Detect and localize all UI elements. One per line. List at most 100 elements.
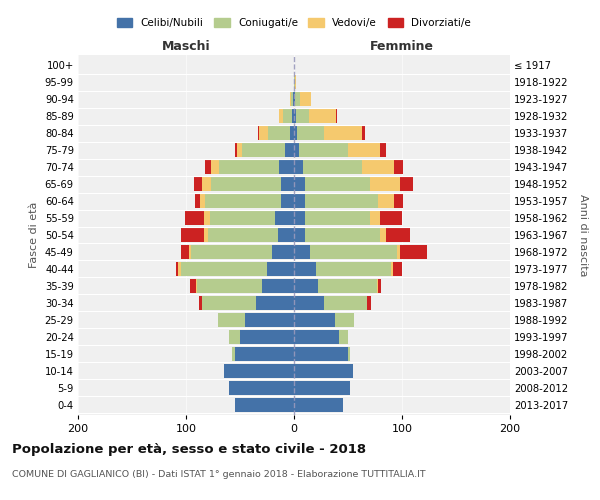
Bar (286, 143, 294, 157)
Bar (202, 296, 256, 310)
Bar (202, 177, 211, 191)
Bar (294, 109, 296, 123)
Bar (196, 279, 197, 293)
Bar (294, 126, 297, 140)
Bar (348, 143, 380, 157)
Bar (397, 245, 400, 259)
Bar (197, 279, 262, 293)
Bar (267, 262, 294, 276)
Bar (294, 194, 305, 208)
Bar (294, 160, 302, 174)
Bar (235, 347, 294, 361)
Bar (294, 75, 295, 89)
Bar (205, 211, 210, 225)
Bar (242, 143, 286, 157)
Bar (378, 279, 382, 293)
Bar (294, 296, 324, 310)
Bar (181, 228, 205, 242)
Bar (268, 126, 290, 140)
Bar (211, 177, 281, 191)
Bar (292, 109, 294, 123)
Bar (290, 92, 291, 106)
Bar (205, 160, 211, 174)
Bar (178, 262, 181, 276)
Bar (191, 245, 272, 259)
Bar (380, 143, 386, 157)
Bar (232, 347, 235, 361)
Bar (294, 143, 299, 157)
Bar (194, 177, 202, 191)
Bar (324, 126, 362, 140)
Bar (256, 296, 294, 310)
Bar (295, 92, 301, 106)
Bar (181, 245, 189, 259)
Bar (310, 245, 397, 259)
Bar (294, 398, 343, 412)
Bar (297, 126, 324, 140)
Bar (400, 177, 413, 191)
Bar (378, 194, 394, 208)
Y-axis label: Fasce di età: Fasce di età (29, 202, 39, 268)
Bar (199, 296, 202, 310)
Bar (294, 381, 350, 395)
Bar (380, 228, 386, 242)
Bar (295, 75, 296, 89)
Bar (367, 296, 371, 310)
Bar (281, 177, 294, 191)
Bar (275, 211, 294, 225)
Bar (279, 109, 283, 123)
Bar (281, 194, 294, 208)
Bar (302, 160, 362, 174)
Legend: Celibi/Nubili, Coniugati/e, Vedovi/e, Divorziati/e: Celibi/Nubili, Coniugati/e, Vedovi/e, Di… (113, 14, 475, 32)
Bar (294, 364, 353, 378)
Bar (362, 126, 365, 140)
Bar (200, 194, 205, 208)
Bar (291, 92, 293, 106)
Bar (386, 228, 410, 242)
Bar (262, 279, 294, 293)
Bar (294, 177, 305, 191)
Bar (294, 347, 348, 361)
Bar (235, 398, 294, 412)
Bar (189, 245, 191, 259)
Bar (400, 245, 427, 259)
Bar (305, 177, 370, 191)
Bar (293, 92, 294, 106)
Bar (240, 330, 294, 344)
Bar (301, 92, 311, 106)
Bar (336, 109, 337, 123)
Text: COMUNE DI GAGLIANICO (BI) - Dati ISTAT 1° gennaio 2018 - Elaborazione TUTTITALIA: COMUNE DI GAGLIANICO (BI) - Dati ISTAT 1… (12, 470, 425, 479)
Text: Popolazione per età, sesso e stato civile - 2018: Popolazione per età, sesso e stato civil… (12, 442, 366, 456)
Bar (294, 279, 318, 293)
Text: Maschi: Maschi (161, 40, 211, 54)
Bar (394, 262, 402, 276)
Bar (229, 330, 240, 344)
Bar (185, 211, 205, 225)
Bar (305, 194, 378, 208)
Bar (362, 160, 394, 174)
Bar (391, 262, 394, 276)
Bar (194, 194, 200, 208)
Bar (235, 143, 237, 157)
Bar (294, 245, 310, 259)
Bar (294, 211, 305, 225)
Bar (210, 211, 275, 225)
Bar (224, 364, 294, 378)
Bar (294, 330, 340, 344)
Bar (220, 160, 279, 174)
Bar (348, 347, 350, 361)
Bar (229, 381, 294, 395)
Bar (294, 262, 316, 276)
Bar (370, 177, 400, 191)
Bar (211, 160, 220, 174)
Bar (324, 296, 367, 310)
Bar (208, 228, 278, 242)
Bar (294, 228, 305, 242)
Bar (394, 194, 403, 208)
Bar (176, 262, 178, 276)
Bar (283, 109, 292, 123)
Bar (316, 262, 391, 276)
Y-axis label: Anni di nascita: Anni di nascita (578, 194, 588, 276)
Bar (279, 160, 294, 174)
Bar (190, 279, 196, 293)
